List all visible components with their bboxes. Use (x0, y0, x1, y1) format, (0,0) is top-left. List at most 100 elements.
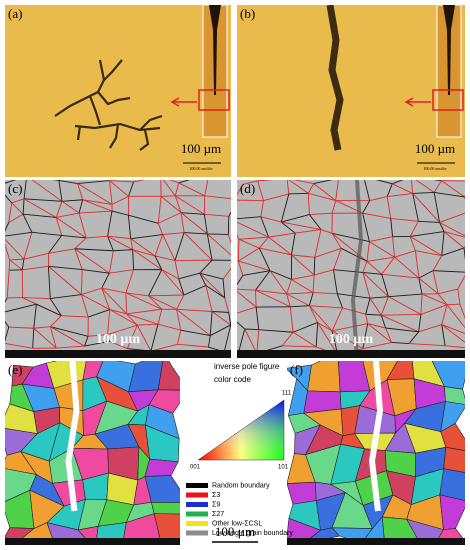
legend-label: Other low-ΣCSL (212, 520, 262, 527)
twin-boundary (286, 293, 310, 307)
grain-boundary (281, 331, 294, 347)
inset-box (432, 89, 464, 111)
twin-boundary (11, 202, 24, 215)
grain-boundary (101, 287, 111, 310)
scale-label: 100 µm (215, 524, 255, 539)
twin-boundary (82, 199, 113, 212)
twin-boundary (23, 198, 57, 218)
grain-boundary (260, 200, 264, 217)
grain-boundary (55, 217, 63, 236)
grain (95, 522, 127, 545)
grain-boundary (33, 326, 51, 329)
grain-boundary (224, 297, 230, 313)
grain-boundary (150, 343, 178, 352)
grain-boundary (385, 327, 419, 333)
twin-boundary (61, 200, 80, 214)
grain-boundary (222, 267, 231, 280)
twin-boundary (269, 270, 287, 295)
twin-boundary (237, 221, 269, 238)
grain-boundary (56, 345, 85, 349)
grain-boundary (56, 212, 80, 218)
grain-boundary (32, 328, 35, 349)
panel-content (5, 5, 231, 177)
grain-boundary (207, 233, 229, 235)
grain-boundary (127, 215, 132, 239)
grain-boundary (48, 235, 63, 254)
grain-boundary (392, 180, 404, 185)
ipf-corner: 001 (190, 465, 201, 471)
grain-boundary (380, 315, 387, 329)
inset-scale: 100.00 um/div (423, 166, 446, 171)
grain-boundary (457, 274, 465, 290)
grain-boundary (244, 328, 259, 331)
legend-swatch (186, 502, 208, 507)
legend-swatch (186, 530, 208, 536)
grain-boundary (169, 180, 179, 184)
grain-boundary (418, 270, 434, 279)
grain-boundary (157, 309, 163, 325)
grain-boundary (386, 183, 393, 197)
panel-label: (e) (8, 362, 22, 377)
grain-boundary (255, 289, 287, 295)
grain-boundary (258, 236, 269, 249)
grain-boundary (463, 247, 465, 261)
grain-boundary (237, 306, 257, 314)
grain-boundary (237, 184, 244, 196)
grain-boundary (464, 195, 465, 198)
crack (326, 5, 344, 151)
info-bar (237, 350, 465, 358)
grain-boundary (392, 236, 395, 258)
grain-boundary (410, 231, 445, 237)
grain-boundary (314, 247, 342, 258)
grain-boundary (313, 257, 316, 276)
twin-boundary (394, 256, 420, 279)
grain-boundary (109, 180, 134, 183)
grain-boundary (177, 343, 209, 348)
grain-boundary (459, 304, 465, 320)
grain-boundary (390, 218, 394, 237)
grain-boundary (8, 326, 34, 329)
twin-boundary (244, 328, 258, 354)
grain-boundary (82, 199, 113, 205)
grain-boundary (441, 304, 448, 325)
grain-boundary (61, 315, 89, 318)
twin-boundary (107, 235, 133, 251)
grain-boundary (126, 313, 138, 326)
grain-boundary (77, 180, 110, 184)
grain-boundary (390, 217, 419, 222)
grain-boundary (313, 292, 338, 295)
grain-boundary (210, 324, 231, 336)
grain-boundary (113, 249, 133, 252)
grain-boundary (362, 341, 392, 350)
grain-boundary (180, 212, 205, 215)
twin-boundary (176, 308, 211, 336)
info-bar (5, 350, 231, 358)
grain-boundary (107, 211, 113, 237)
grain (144, 458, 179, 477)
crack (54, 59, 106, 117)
grain-boundary (237, 275, 244, 286)
grain-boundary (107, 235, 131, 240)
micrograph (237, 5, 465, 177)
arrow (170, 97, 197, 107)
grain-boundary (331, 233, 342, 249)
legend-label: Σ9 (212, 501, 220, 508)
twin-boundary (206, 233, 231, 256)
grain-boundary (22, 213, 33, 233)
twin-boundary (132, 249, 163, 270)
grain-boundary (258, 329, 294, 333)
grain-boundary (408, 331, 420, 344)
twin-boundary (174, 195, 205, 215)
grain-boundary (88, 309, 110, 318)
inset-crack (443, 5, 455, 95)
grain-boundary (176, 294, 185, 310)
twin-boundary (331, 232, 368, 262)
grain-boundary (174, 260, 180, 279)
crack (139, 129, 150, 151)
ipf-corner: 101 (278, 465, 289, 471)
grain-boundary (176, 308, 213, 312)
grain-boundary (259, 247, 292, 256)
grain-boundary (8, 259, 11, 271)
grain-boundary (212, 311, 229, 313)
grain-boundary (313, 180, 333, 184)
